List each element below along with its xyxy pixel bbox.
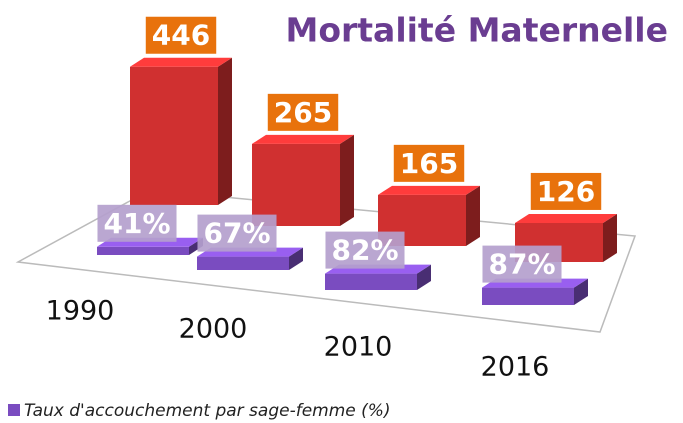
data-label-box: [197, 214, 277, 252]
bar-front: [252, 143, 340, 226]
bar: [130, 57, 232, 206]
bar-side: [466, 185, 480, 246]
data-label-box: [530, 172, 602, 210]
legend-label: Taux d'accouchement par sage-femme (%): [24, 401, 391, 421]
bar-side: [417, 264, 431, 290]
bar-side: [603, 213, 617, 262]
bar-top: [515, 213, 617, 223]
data-label-box: [145, 16, 217, 54]
data-label-box: [267, 93, 339, 131]
chart-title: Mortalité Maternelle: [285, 11, 668, 50]
data-label-box: [325, 231, 405, 269]
bar-side: [218, 57, 232, 205]
bar-side: [574, 278, 588, 305]
data-label: 446: [152, 19, 210, 52]
bar-front: [130, 66, 218, 206]
x-tick-label: 2016: [481, 352, 550, 383]
bar: [252, 134, 354, 226]
bar-front: [325, 273, 417, 290]
data-label: 41%: [103, 207, 170, 240]
bar-front: [97, 246, 189, 255]
x-tick-label: 1990: [46, 296, 115, 327]
data-label-box: [393, 144, 465, 182]
data-label: 165: [400, 147, 458, 180]
data-label: 67%: [203, 217, 270, 250]
data-label: 82%: [331, 234, 398, 267]
bar-front: [482, 287, 574, 305]
bar-top: [130, 57, 232, 67]
legend-swatch: [8, 404, 20, 416]
bar-top: [252, 134, 354, 144]
bar-side: [289, 247, 303, 270]
bar-top: [378, 185, 480, 195]
data-label-box: [482, 245, 562, 283]
data-label: 265: [274, 96, 332, 129]
bar-front: [197, 256, 289, 270]
data-label: 87%: [488, 248, 555, 281]
x-tick-label: 2010: [324, 332, 393, 363]
bar-side: [340, 134, 354, 226]
bar: [378, 185, 480, 246]
data-label: 126: [537, 175, 595, 208]
x-tick-label: 2000: [179, 314, 248, 345]
data-label-box: [97, 204, 177, 242]
